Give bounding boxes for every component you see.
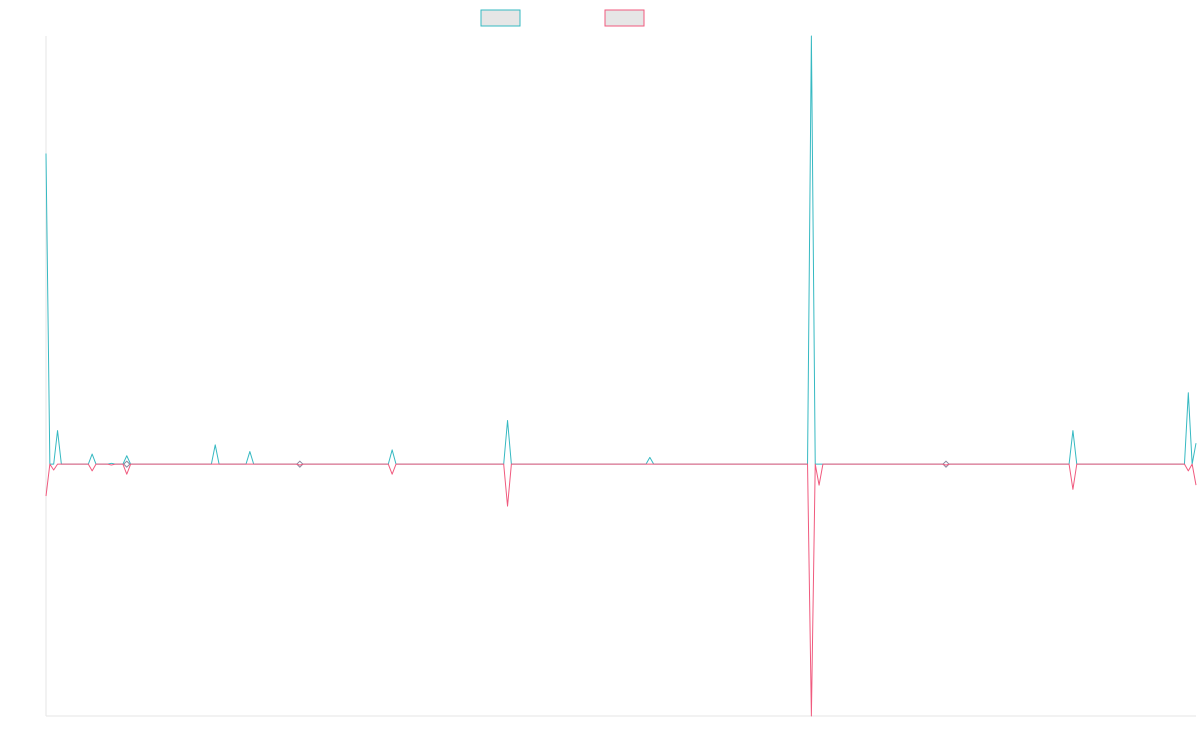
axes [45,36,1196,717]
legend [480,9,645,27]
legend-swatch-1[interactable] [480,9,521,27]
legend-swatch-2[interactable] [604,9,645,27]
series-marker [123,460,131,468]
series-line-2 [45,463,1197,717]
plot-area [45,35,1197,717]
series-line-1 [45,35,1197,465]
